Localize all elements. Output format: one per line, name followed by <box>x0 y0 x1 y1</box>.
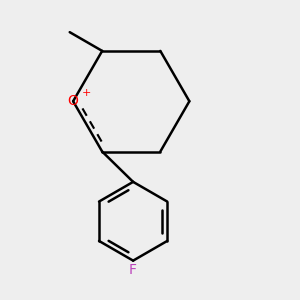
Text: F: F <box>129 263 137 277</box>
Text: +: + <box>82 88 91 98</box>
Text: O: O <box>68 94 79 108</box>
